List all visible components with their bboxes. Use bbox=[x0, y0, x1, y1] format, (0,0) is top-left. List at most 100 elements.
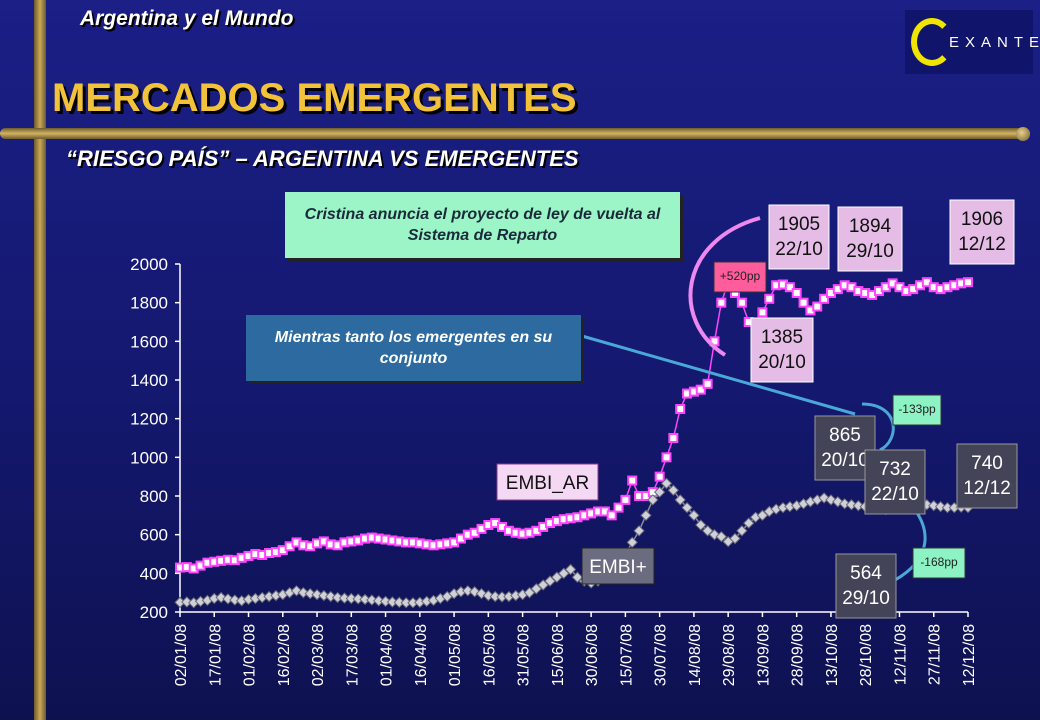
data-point bbox=[736, 525, 748, 537]
header-divider bbox=[0, 128, 1030, 139]
annotation-ar-1-text: 29/10 bbox=[846, 241, 894, 262]
logo-wordmark: EXANTE bbox=[949, 34, 1040, 51]
data-point bbox=[812, 301, 823, 312]
data-point bbox=[530, 583, 542, 595]
data-point bbox=[716, 297, 727, 308]
data-point bbox=[393, 596, 405, 608]
x-tick-label: 17/01/08 bbox=[207, 624, 224, 686]
annotation-embi-0-text: 20/10 bbox=[821, 450, 869, 471]
y-tick-label: 1600 bbox=[130, 332, 168, 351]
data-point bbox=[653, 486, 666, 498]
data-point bbox=[798, 297, 809, 308]
y-tick-label: 800 bbox=[140, 487, 168, 506]
data-point bbox=[297, 587, 309, 599]
data-point bbox=[654, 471, 665, 482]
data-point bbox=[242, 593, 255, 606]
data-point bbox=[764, 293, 775, 304]
data-point bbox=[407, 597, 419, 609]
data-point bbox=[606, 510, 617, 521]
annotation-ar-0-box bbox=[768, 204, 830, 270]
annotation-embi-0-text: 865 bbox=[829, 425, 861, 446]
x-tick-label: 13/09/08 bbox=[755, 624, 772, 686]
data-point bbox=[921, 277, 932, 288]
annotation-embi-3-text: 29/10 bbox=[842, 588, 890, 609]
data-point bbox=[784, 282, 795, 293]
annotation-embi-1-text: 22/10 bbox=[871, 484, 919, 505]
data-point bbox=[208, 592, 220, 605]
annotation-embi-1-text: 732 bbox=[879, 459, 911, 480]
annotation-embi-3-box bbox=[835, 553, 897, 619]
data-point bbox=[852, 500, 865, 512]
data-point bbox=[934, 500, 947, 513]
callout-emergentes-text: Mientras tanto los emergentes en su conj… bbox=[274, 329, 553, 367]
annotation-ar-3-box bbox=[750, 317, 814, 383]
data-point bbox=[941, 501, 954, 514]
x-tick-label: 15/06/08 bbox=[550, 624, 567, 686]
data-point bbox=[489, 590, 501, 603]
data-point bbox=[558, 567, 570, 579]
annotation-embi-2-box bbox=[956, 443, 1018, 509]
data-point bbox=[263, 590, 275, 603]
annotation-ar-1-text: 1894 bbox=[849, 216, 892, 237]
data-point bbox=[695, 519, 707, 531]
x-tick-label: 28/10/08 bbox=[858, 624, 875, 686]
data-point bbox=[715, 530, 727, 543]
data-point bbox=[661, 452, 672, 463]
data-point bbox=[544, 575, 556, 587]
annotation-ar-3-text: 1385 bbox=[761, 327, 803, 348]
x-tick-label: 31/05/08 bbox=[516, 624, 533, 686]
data-point bbox=[845, 499, 858, 511]
x-tick-label: 28/09/08 bbox=[790, 624, 807, 686]
header-divider-knob bbox=[1016, 127, 1030, 141]
data-point bbox=[400, 597, 412, 609]
data-point bbox=[627, 475, 638, 486]
data-point bbox=[523, 587, 536, 599]
data-point bbox=[537, 579, 549, 591]
data-point bbox=[249, 592, 262, 605]
data-point bbox=[311, 588, 323, 601]
data-point bbox=[784, 500, 796, 513]
callout-emergentes: Mientras tanto los emergentes en su conj… bbox=[246, 315, 581, 381]
annotation-ar-1-box bbox=[837, 206, 903, 272]
callout-cristina: Cristina anuncia el proyecto de ley de v… bbox=[285, 192, 680, 258]
delta-argentina-box bbox=[713, 261, 767, 293]
data-point bbox=[963, 277, 973, 288]
data-point bbox=[613, 502, 624, 513]
legend-embi-plus-box bbox=[581, 547, 655, 585]
logo-mark-icon bbox=[911, 18, 953, 66]
data-point bbox=[551, 571, 563, 583]
data-point bbox=[695, 384, 706, 395]
data-point bbox=[736, 297, 747, 308]
data-point bbox=[791, 288, 802, 298]
arc-argentina bbox=[688, 216, 761, 357]
x-tick-label: 12/12/08 bbox=[961, 624, 978, 686]
data-point bbox=[564, 563, 577, 576]
data-point bbox=[325, 590, 337, 603]
data-point bbox=[503, 590, 515, 603]
y-tick-label: 600 bbox=[140, 526, 168, 545]
data-point bbox=[674, 494, 686, 506]
data-point bbox=[757, 307, 768, 318]
data-point bbox=[702, 378, 713, 389]
x-tick-label: 16/02/08 bbox=[276, 624, 293, 686]
delta-168-box bbox=[912, 547, 966, 579]
x-tick-label: 01/02/08 bbox=[242, 624, 259, 686]
data-point bbox=[345, 592, 357, 605]
data-point bbox=[640, 509, 652, 521]
data-point bbox=[379, 595, 392, 608]
x-tick-label: 29/08/08 bbox=[721, 624, 738, 686]
data-point bbox=[256, 591, 268, 604]
legend-embi-plus-text: EMBI+ bbox=[589, 557, 647, 578]
annotation-ar-2-box bbox=[949, 199, 1015, 265]
data-point bbox=[928, 500, 940, 512]
data-point bbox=[675, 404, 686, 414]
delta-133-text: -133pp bbox=[898, 402, 936, 416]
exante-logo: EXANTE bbox=[905, 10, 1039, 74]
annotation-ar-0-text: 22/10 bbox=[775, 239, 823, 260]
x-tick-label: 01/05/08 bbox=[447, 624, 464, 686]
page-subtitle: “RIESGO PAÍS” – ARGENTINA VS EMERGENTES bbox=[66, 146, 579, 171]
data-point bbox=[338, 592, 351, 604]
data-point bbox=[688, 509, 700, 521]
y-tick-label: 1800 bbox=[130, 294, 168, 313]
